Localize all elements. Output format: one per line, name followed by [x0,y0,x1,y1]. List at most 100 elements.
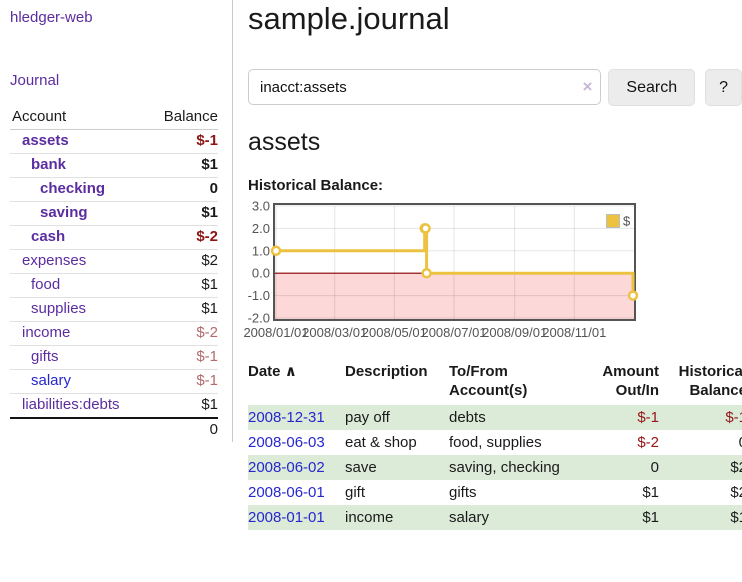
accounts-column-header: To/From Account(s) [449,363,528,399]
account-row: gifts $-1 [10,345,218,370]
account-link[interactable]: salary [31,372,72,389]
account-row: income $-2 [10,321,218,346]
svg-text:$: $ [623,214,631,229]
svg-text:2008/07/01: 2008/07/01 [421,325,486,340]
account-link[interactable]: checking [40,180,106,197]
balance-column-header-register: Historical Balance [678,363,742,399]
transaction-balance: $2 [660,455,742,480]
app-brand-link[interactable]: hledger-web [10,9,93,26]
svg-text:1.0: 1.0 [252,243,270,258]
transaction-accounts: saving, checking [449,455,579,480]
account-link[interactable]: food [31,276,61,293]
transaction-amount: $1 [579,505,660,530]
transaction-date-link[interactable]: 2008-06-03 [248,434,325,451]
transaction-amount: 0 [579,455,660,480]
account-balance: $1 [147,393,218,418]
balance-column-header: Balance [147,105,218,130]
historical-balance-chart: $3.0 2.0 1.0 0.0 -1.0 -2.0 2008/01/01 2008/03/0… [240,201,742,346]
balance-chart-svg: $3.0 2.0 1.0 0.0 -1.0 -2.02008/01/012008/03/0… [243,201,639,340]
svg-text:2008/09/01: 2008/09/01 [482,325,547,340]
transaction-balance: 0 [660,430,742,455]
account-tree-header: Account Balance [10,105,218,130]
account-balance: $-1 [147,369,218,394]
account-heading: assets [248,128,321,156]
account-total-row: 0 [10,417,218,442]
transaction-accounts: gifts [449,484,477,501]
account-row: saving $1 [10,201,218,226]
chart-section-label: Historical Balance: [248,177,384,194]
transaction-description: gift [345,484,366,501]
account-balance: 0 [147,177,218,202]
svg-text:2008/03/01: 2008/03/01 [302,325,367,340]
account-link[interactable]: cash [31,228,66,245]
sort-ascending-icon: ∧ [284,363,297,380]
account-row: bank $1 [10,153,218,178]
account-tree-table: Account Balance assets $-1 bank $1 checking 0… [10,105,218,442]
register-row: 2008-06-01 gift gifts $1 $2 [248,480,742,505]
svg-text:2008/05/01: 2008/05/01 [362,325,427,340]
transaction-date-link[interactable]: 2008-01-01 [248,509,325,526]
date-column-header[interactable]: Date ∧ [248,362,345,405]
transaction-date-link[interactable]: 2008-06-02 [248,459,325,476]
search-button[interactable]: Search [608,69,696,106]
description-column-header: Description [345,363,428,380]
transaction-balance: $-1 [660,405,742,430]
transaction-accounts: salary [449,505,579,530]
account-total-spacer [10,417,148,442]
sidebar-item-journal[interactable]: Journal [10,72,60,89]
account-row: assets $-1 [10,130,218,154]
account-balance: $-2 [147,321,218,346]
transaction-date-link[interactable]: 2008-12-31 [248,409,325,426]
account-link[interactable]: income [22,324,71,341]
account-balance: $2 [147,249,218,274]
account-row: expenses $2 [10,249,218,274]
account-row: liabilities:debts $1 [10,393,218,418]
date-header-label: Date [248,363,281,380]
transaction-description: income [345,505,449,530]
account-column-header: Account [10,105,148,130]
svg-text:0.0: 0.0 [252,266,270,281]
account-balance: $1 [147,273,218,298]
svg-text:2.0: 2.0 [252,221,270,236]
account-row: salary $-1 [10,369,218,394]
svg-text:3.0: 3.0 [252,201,270,214]
account-total-balance: 0 [147,417,218,442]
main-content: sample.journal × Search ? assets Histori… [233,0,742,530]
register-row: 2008-06-03 eat & shop food, supplies $-20 [248,430,742,455]
account-link[interactable]: expenses [22,252,87,269]
account-link[interactable]: saving [40,204,88,221]
sidebar: hledger-web Journal Account Balance asse… [0,0,233,442]
account-link[interactable]: gifts [31,348,59,365]
transaction-description: save [345,455,449,480]
account-link[interactable]: bank [31,156,67,173]
search-input-wrap: × [248,69,602,106]
transaction-description: pay off [345,405,449,430]
account-row: checking 0 [10,177,218,202]
svg-text:-1.0: -1.0 [248,288,270,303]
transaction-date-link[interactable]: 2008-06-01 [248,484,325,501]
transaction-amount: $-1 [579,405,660,430]
page-title: sample.journal [248,1,450,36]
transaction-description: eat & shop [345,434,417,451]
chart-legend: $ [606,214,631,229]
account-row: food $1 [10,273,218,298]
transaction-amount: $1 [642,484,659,501]
account-link[interactable]: liabilities:debts [22,396,120,413]
account-balance: $1 [147,297,218,322]
account-link[interactable]: assets [22,132,69,149]
register-header-row: Date ∧ Description To/From Account(s) Am… [248,362,742,405]
svg-text:-2.0: -2.0 [248,311,270,326]
clear-search-icon[interactable]: × [582,77,593,96]
transaction-balance: $2 [730,484,742,501]
account-link[interactable]: supplies [31,300,87,317]
search-input[interactable] [248,69,602,105]
account-balance: $-2 [147,225,218,250]
account-balance: $1 [147,201,218,226]
transaction-accounts: debts [449,405,579,430]
transaction-balance: $1 [660,505,742,530]
account-balance: $-1 [147,345,218,370]
help-button[interactable]: ? [705,69,742,106]
